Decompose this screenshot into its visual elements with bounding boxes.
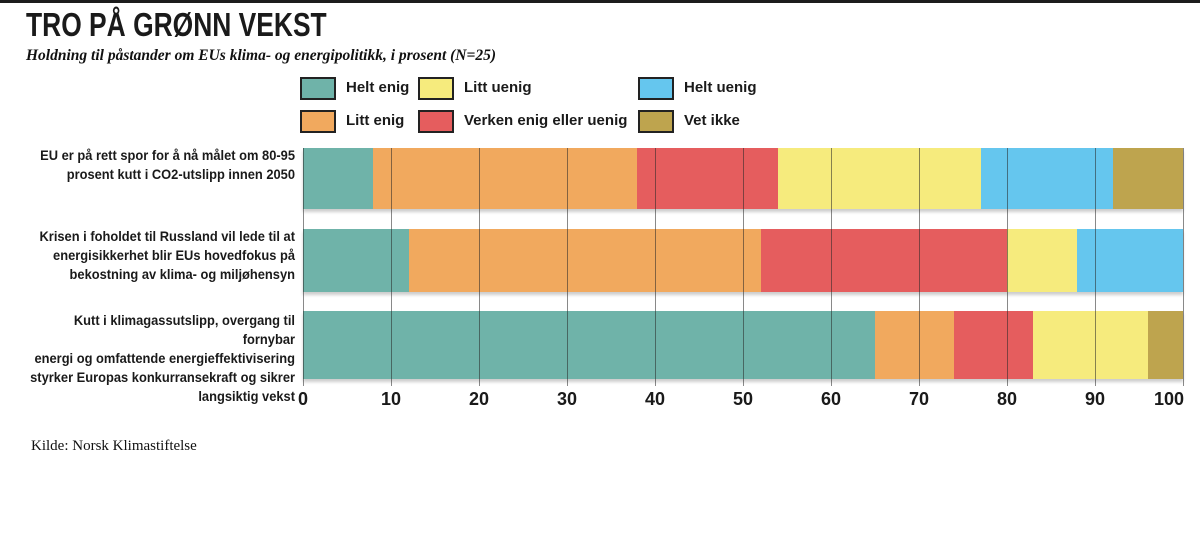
helt_enig-swatch: [300, 77, 336, 100]
gridline-60: [830, 148, 832, 386]
bar-segment-helt_enig: [303, 148, 374, 209]
x-tick-label-60: 60: [820, 389, 842, 409]
x-tick-label-80: 80: [996, 389, 1018, 409]
bar-segment-litt_uenig: [1033, 311, 1148, 379]
legend-label-helt_uenig: Helt uenig: [684, 79, 757, 96]
bar-segment-litt_enig: [408, 229, 761, 292]
bar-row-1: [303, 148, 1183, 209]
bar-segment-helt_enig: [303, 229, 409, 292]
top-border-rule: [0, 0, 1200, 3]
gridline-0: [302, 148, 304, 386]
verken_enig_eller_uenig-swatch: [418, 110, 454, 133]
gridline-90: [1094, 148, 1096, 386]
bar-segment-helt_uenig: [1077, 229, 1183, 292]
x-tick-label-30: 30: [556, 389, 578, 409]
gridline-50: [742, 148, 744, 386]
gridline-70: [918, 148, 920, 386]
category-label-3: Kutt i klimagassutslipp, overgang til fo…: [30, 312, 295, 404]
category-label-1: EU er på rett spor for å nå målet om 80-…: [40, 147, 295, 182]
x-tick-label-10: 10: [380, 389, 402, 409]
x-tick-label-40: 40: [644, 389, 666, 409]
litt_uenig-swatch: [418, 77, 454, 100]
source-note: Kilde: Norsk Klimastiftelse: [31, 438, 197, 454]
gridline-40: [654, 148, 656, 386]
legend-label-vet_ikke: Vet ikke: [684, 112, 740, 129]
gridline-100: [1182, 148, 1184, 386]
legend-label-litt_uenig: Litt uenig: [464, 79, 532, 96]
bar-segment-verken_enig_eller_uenig: [954, 311, 1034, 379]
bar-segment-verken_enig_eller_uenig: [760, 229, 1007, 292]
bar-segment-litt_enig: [373, 148, 638, 209]
bar-segment-verken_enig_eller_uenig: [637, 148, 779, 209]
x-tick-label-50: 50: [732, 389, 754, 409]
bar-segment-litt_enig: [875, 311, 955, 379]
bar-segment-litt_uenig: [1006, 229, 1078, 292]
bar-segment-litt_uenig: [778, 148, 981, 209]
bar-row-2: [303, 229, 1183, 292]
x-tick-label-100: 100: [1153, 389, 1185, 409]
gridline-80: [1006, 148, 1008, 386]
vet_ikke-swatch: [638, 110, 674, 133]
x-tick-label-90: 90: [1084, 389, 1106, 409]
legend-label-helt_enig: Helt enig: [346, 79, 410, 96]
bar-segment-vet_ikke: [1147, 311, 1183, 379]
bar-segment-vet_ikke: [1112, 148, 1183, 209]
x-tick-label-0: 0: [297, 389, 308, 409]
chart-subtitle: Holdning til påstander om EUs klima- og …: [26, 47, 496, 64]
x-tick-label-20: 20: [468, 389, 490, 409]
legend-label-verken_enig_eller_uenig: Verken enig eller uenig: [464, 112, 628, 129]
bar-segment-helt_enig: [303, 311, 875, 379]
bar-segment-helt_uenig: [980, 148, 1113, 209]
x-tick-label-70: 70: [908, 389, 930, 409]
gridline-10: [390, 148, 392, 386]
gridline-30: [566, 148, 568, 386]
bar-row-3: [303, 311, 1183, 379]
helt_uenig-swatch: [638, 77, 674, 100]
page-title: TRO PÅ GRØNN VEKST: [26, 6, 327, 43]
litt_enig-swatch: [300, 110, 336, 133]
legend-label-litt_enig: Litt enig: [346, 112, 405, 129]
gridline-20: [478, 148, 480, 386]
category-label-2: Krisen i foholdet til Russland vil lede …: [39, 228, 295, 282]
